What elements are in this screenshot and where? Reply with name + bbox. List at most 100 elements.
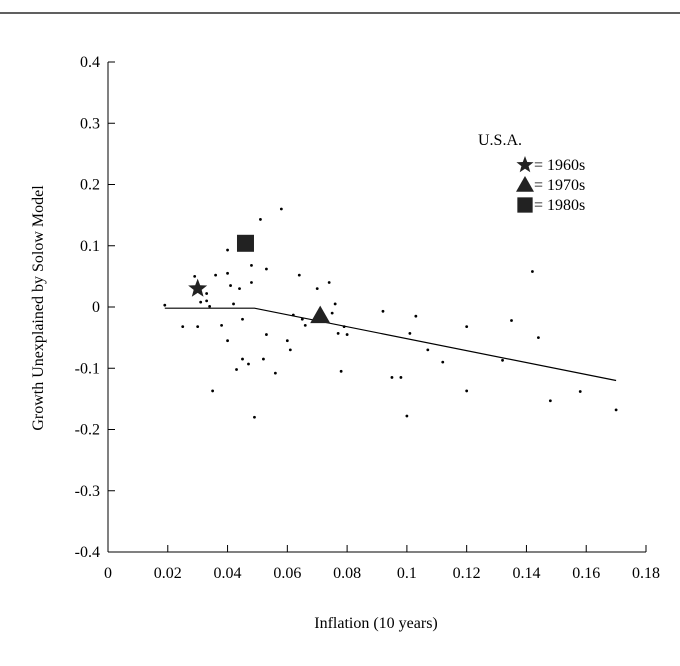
data-point <box>265 267 268 271</box>
data-point <box>205 292 209 295</box>
data-point <box>214 273 218 277</box>
x-tick-label: 0.06 <box>273 565 301 582</box>
data-point <box>250 263 253 267</box>
data-point <box>578 390 582 393</box>
data-point <box>220 323 223 327</box>
y-tick-label: 0.4 <box>80 54 100 71</box>
data-point <box>262 357 265 361</box>
data-point <box>259 218 262 221</box>
x-tick-label: 0 <box>104 565 112 582</box>
data-point <box>336 331 340 335</box>
data-point <box>333 302 337 306</box>
data-point <box>253 415 256 419</box>
trend-line-series <box>164 307 617 382</box>
data-point <box>291 313 295 317</box>
y-tick-label: 0.2 <box>80 177 100 194</box>
data-point <box>241 317 244 321</box>
legend-title: U.S.A. <box>478 132 522 149</box>
legend: U.S.A. = 1960s = 1970s = 1980s <box>478 132 585 214</box>
legend-star-icon <box>516 156 534 173</box>
legend-label: = 1970s <box>534 177 585 194</box>
x-tick-label: 0.02 <box>154 565 182 582</box>
y-tick-label: 0 <box>92 299 100 316</box>
y-tick-label: -0.1 <box>75 360 100 377</box>
x-tick-label: 0.08 <box>333 565 361 582</box>
data-point <box>196 325 200 328</box>
x-tick-label: 0.12 <box>453 565 481 582</box>
data-point <box>531 270 534 273</box>
data-point <box>390 376 394 379</box>
data-point <box>408 331 412 335</box>
data-point <box>288 348 292 352</box>
highlight-markers <box>188 234 331 324</box>
data-point <box>238 287 241 291</box>
data-point <box>211 389 215 393</box>
data-point <box>465 325 469 328</box>
y-tick-label: 0.1 <box>80 238 100 255</box>
x-tick-label: 0.1 <box>397 565 417 582</box>
legend-triangle-icon <box>516 176 534 192</box>
x-ticks: 0 0.02 0.04 0.06 0.08 0.1 0.12 0.14 0.16 0.18 <box>104 545 660 582</box>
data-point <box>208 304 212 308</box>
data-point <box>265 333 268 336</box>
legend-entries: = 1960s = 1970s = 1980s <box>516 156 585 214</box>
data-point <box>426 348 430 352</box>
data-point <box>226 271 229 275</box>
data-point <box>614 408 618 412</box>
data-point <box>163 303 167 307</box>
data-point <box>226 248 229 252</box>
y-tick-label: 0.3 <box>80 115 100 132</box>
data-point <box>226 339 229 343</box>
data-point <box>297 273 301 277</box>
y-tick-label: -0.3 <box>75 483 100 500</box>
y-tick-label: -0.4 <box>75 544 100 561</box>
data-point <box>235 368 238 371</box>
data-point <box>250 281 253 284</box>
data-point <box>193 274 197 278</box>
data-point <box>501 358 504 362</box>
y-tick-label: -0.2 <box>75 422 100 439</box>
data-point <box>465 389 469 393</box>
data-point <box>441 360 445 364</box>
x-tick-label: 0.14 <box>512 565 540 582</box>
x-axis-title: Inflation (10 years) <box>314 615 438 632</box>
data-point <box>273 371 277 375</box>
data-point <box>345 333 349 336</box>
data-point <box>229 284 232 287</box>
x-tick-label: 0.18 <box>632 565 660 582</box>
data-point <box>381 309 385 313</box>
highlight-star-1960s <box>188 278 208 297</box>
highlight-triangle-1970s <box>310 305 331 324</box>
legend-label: = 1960s <box>534 157 585 174</box>
scatter-points <box>163 207 618 419</box>
data-point <box>279 207 283 211</box>
data-point <box>315 287 319 291</box>
highlight-square-1980s <box>236 234 254 252</box>
data-point <box>339 369 343 373</box>
y-axis-title: Growth Unexplained by Solow Model <box>30 185 47 431</box>
y-ticks: 0.4 0.3 0.2 0.1 0 -0.1 -0.2 -0.3 -0.4 <box>75 54 115 561</box>
data-point <box>510 319 513 322</box>
data-point <box>181 325 185 328</box>
data-point <box>199 300 203 304</box>
data-point <box>241 357 244 361</box>
data-point <box>405 414 409 418</box>
data-point <box>300 317 304 321</box>
legend-label: = 1980s <box>534 197 585 214</box>
data-point <box>548 399 552 403</box>
data-point <box>327 281 331 284</box>
x-tick-label: 0.04 <box>214 565 242 582</box>
data-point <box>537 336 540 340</box>
data-point <box>285 339 289 343</box>
plot-area: 0.40.30.20.10-0.1-0.2-0.3-0.4 0 0.02 0.04 0… <box>75 54 660 582</box>
data-point <box>342 325 346 328</box>
data-point <box>414 314 418 318</box>
x-tick-label: 0.16 <box>572 565 600 582</box>
data-point <box>399 376 403 379</box>
data-point <box>247 362 250 366</box>
data-point <box>330 311 334 315</box>
legend-square-icon <box>517 197 533 213</box>
data-point <box>205 299 209 303</box>
data-point <box>232 302 235 306</box>
